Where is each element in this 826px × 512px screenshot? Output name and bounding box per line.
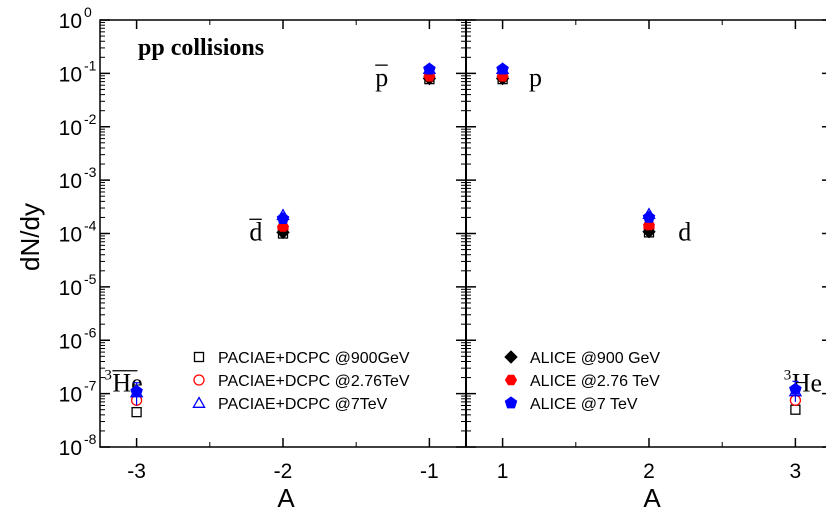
annotation-label: p [529,63,542,92]
annotation-superscript: 3 [784,368,792,384]
legends: PACIAE+DCPC @900GeV PACIAE+DCPC @2.76TeV P… [192,350,660,413]
x-tick-label: -2 [274,460,293,483]
legend-label: ALICE @2.76 TeV [530,373,660,390]
legend-label: PACIAE+DCPC @7TeV [218,396,388,413]
x-axis-title-right: A [643,483,661,512]
y-tick-exponent: -7 [84,378,97,394]
chart-title: pp collisions [138,35,264,61]
legend-marker [504,374,518,386]
legend-label: ALICE @900 GeV [530,350,660,367]
legend-label: PACIAE+DCPC @2.76TeV [218,373,410,390]
data-point [790,404,801,415]
y-tick-label: 10 [59,384,82,407]
x-axis-ticks: -3 -2 -1 1 2 3 [127,20,801,483]
legend-label: ALICE @7 TeV [530,396,638,413]
y-tick-exponent: -5 [84,271,97,287]
y-tick-exponent: -1 [84,57,97,73]
y-axis-title: dN/dy [15,203,45,271]
annotation-label: d [249,217,262,246]
x-tick-label: -1 [420,460,439,483]
data-point [423,62,436,75]
y-tick-exponent: -2 [84,111,97,127]
legend-marker [192,396,206,408]
y-tick-exponent: -6 [84,324,97,340]
y-tick-label: 10 [59,10,82,33]
y-tick-label: 10 [59,117,82,140]
legend-label: PACIAE+DCPC @900GeV [218,350,410,367]
y-tick-label: 10 [59,437,82,460]
y-tick-label: 10 [59,170,82,193]
x-axis-title-left: A [277,483,295,512]
x-tick-label: 2 [643,460,655,483]
data-point [276,211,290,224]
y-tick-exponent: -4 [84,218,97,234]
y-tick-label: 10 [59,277,82,300]
y-tick-exponent: 0 [84,4,92,20]
y-tick-exponent: -8 [84,431,97,447]
data-point [496,62,509,75]
annotation-label: p [375,63,388,92]
annotation-superscript: 3 [104,368,112,384]
y-tick-label: 10 [59,224,82,247]
data-point [789,382,802,395]
legend-marker [193,374,205,386]
data-point [131,406,142,418]
x-tick-label: -3 [127,460,146,483]
legend-marker [504,396,518,409]
y-tick-exponent: -3 [84,164,97,180]
y-tick-label: 10 [59,63,82,86]
x-tick-label: 1 [497,460,509,483]
y-tick-label: 10 [59,330,82,353]
legend-marker [504,350,518,364]
annotation-label: d [678,217,691,246]
x-tick-label: 3 [790,460,802,483]
data-point [130,384,143,397]
data-points [129,62,803,418]
legend-marker [193,351,205,363]
data-point [642,210,656,223]
